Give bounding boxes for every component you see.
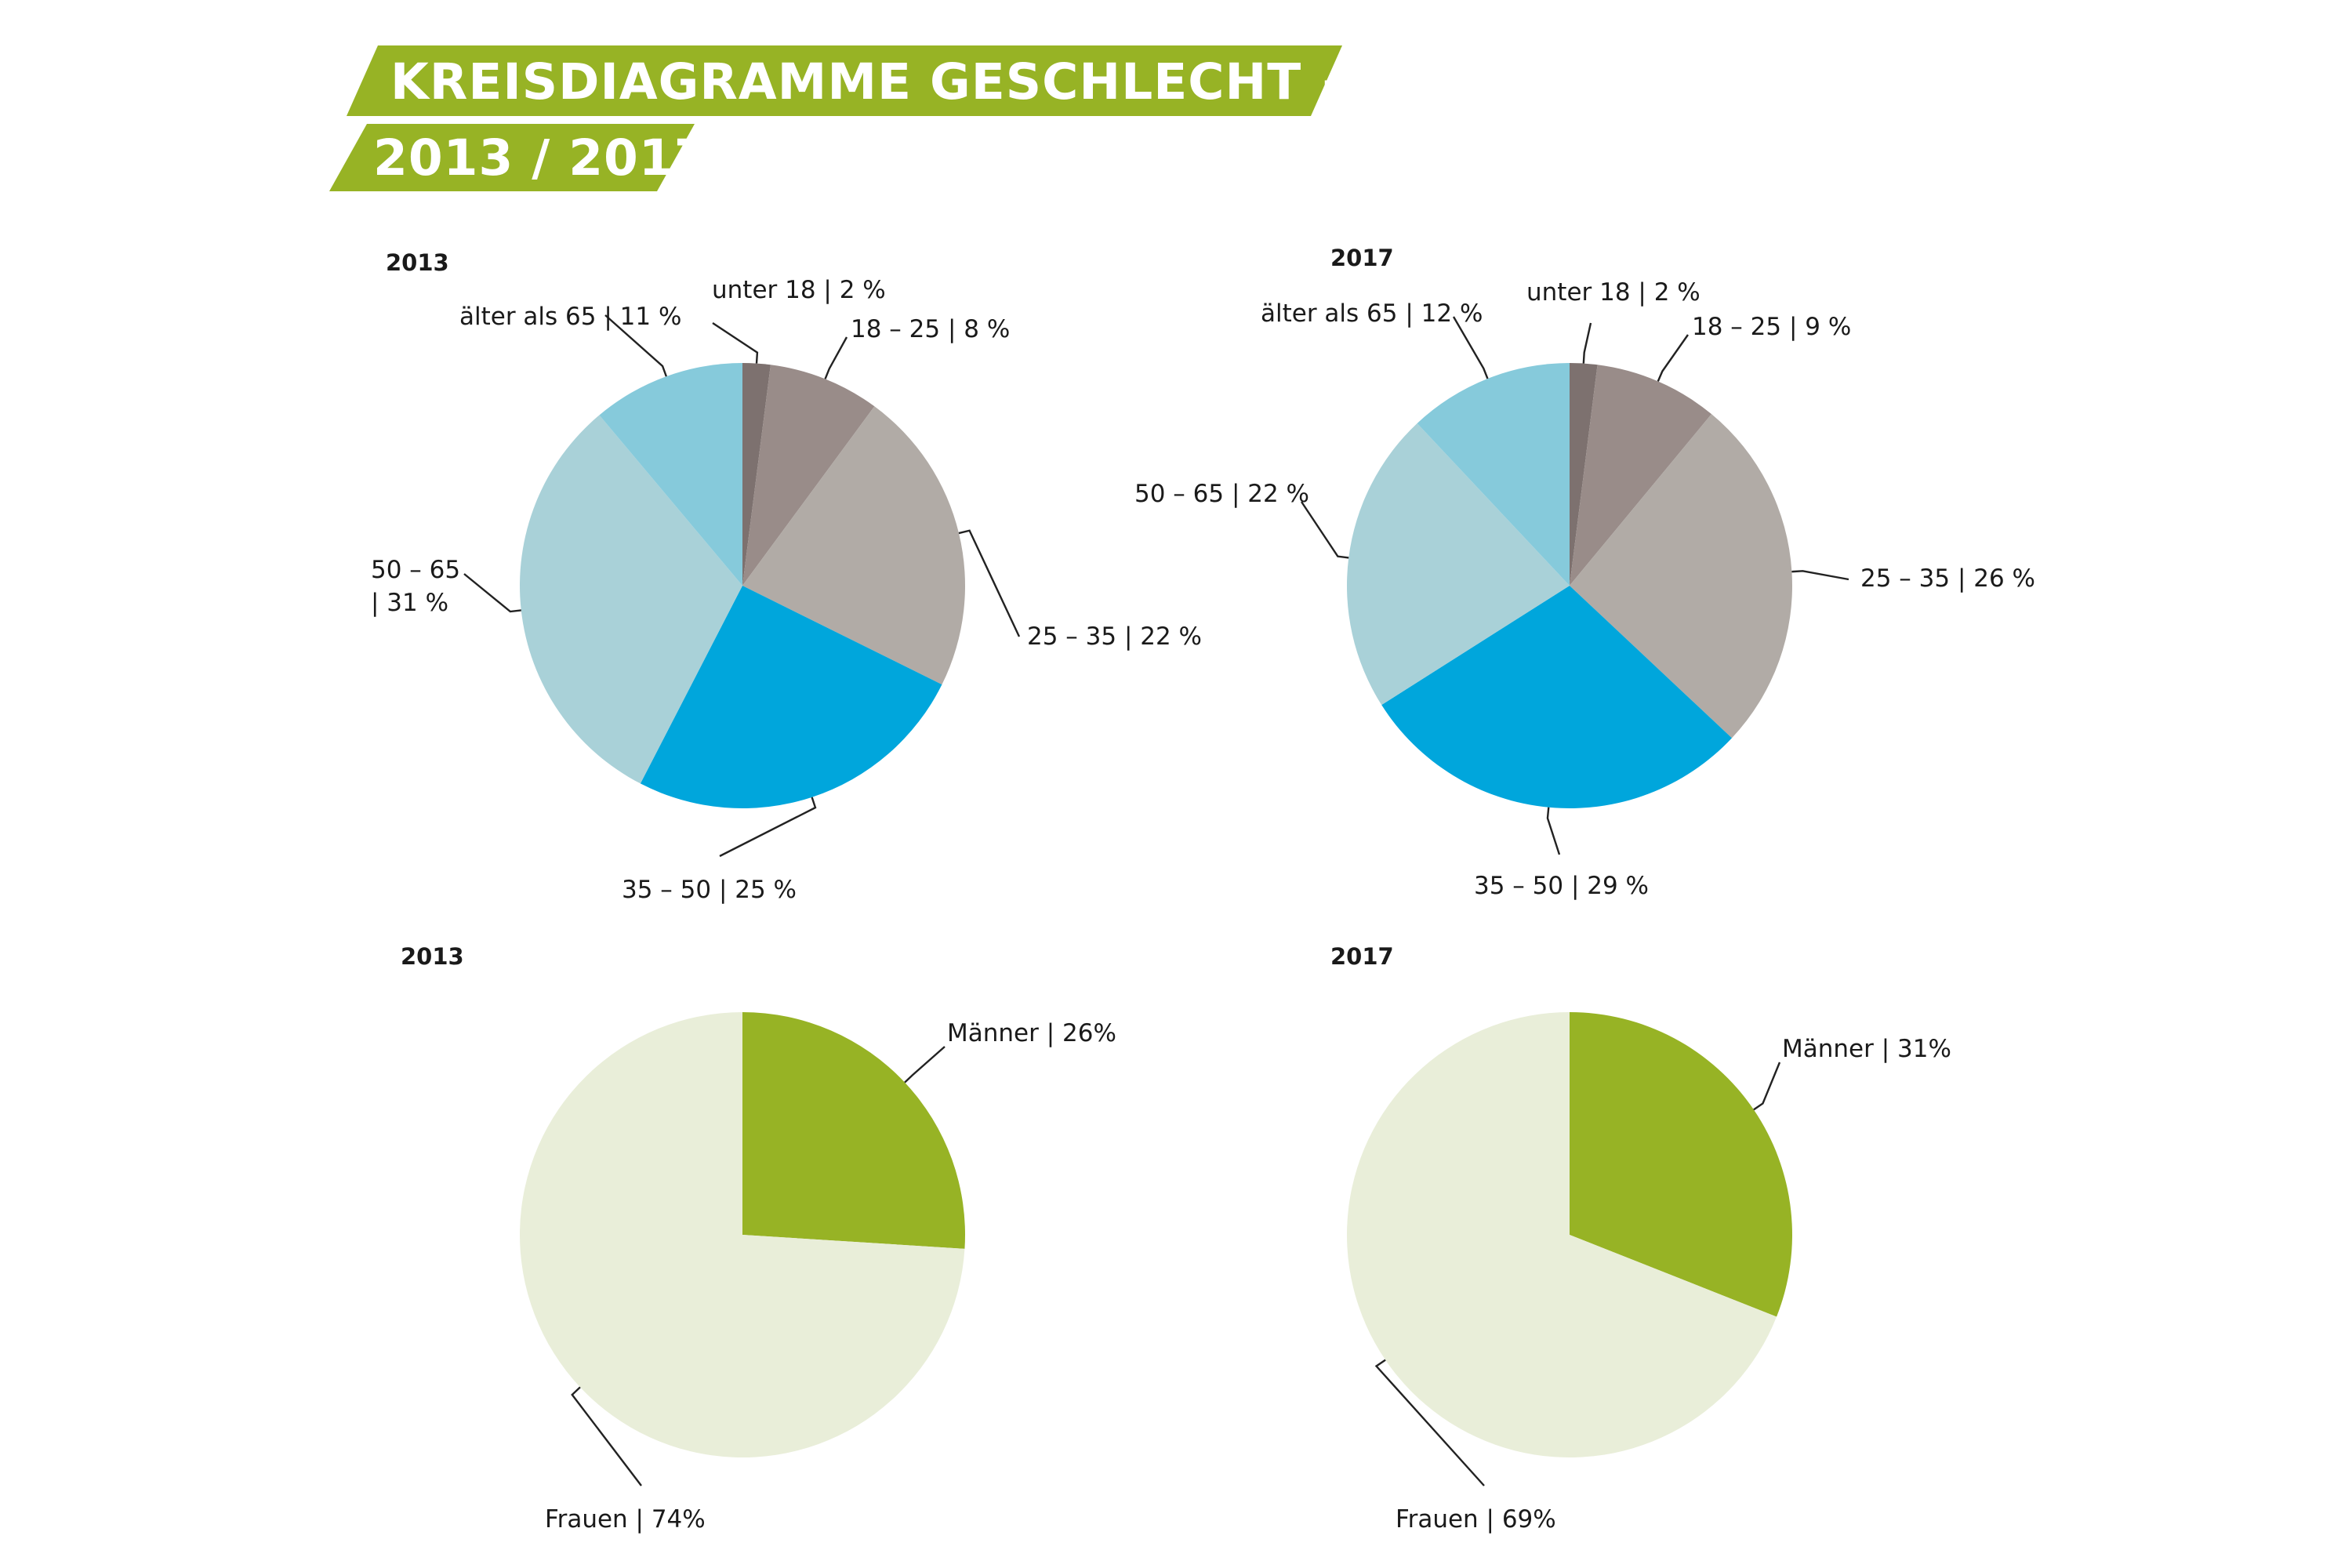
pie-slice [742, 365, 875, 586]
page-subtitle: 2013 / 2017 [373, 129, 710, 187]
slice-label: Frauen | 74% [545, 1505, 706, 1534]
pie-slice [1381, 586, 1733, 809]
label-leader-line [1791, 570, 1849, 581]
slice-label: 50 – 65 | 22 % [1134, 480, 1309, 508]
pie-slice [742, 406, 965, 685]
label-leader-line [1301, 501, 1349, 559]
slice-label: 50 – 65 | 31 % [371, 556, 460, 617]
pie-chart-1: 2013 unter 18 | 2 % 18 – 25 | 8 % 25 – 35 |… [371, 249, 1202, 904]
slice-label: Männer | 31% [1782, 1035, 1951, 1063]
label-leader-line [1452, 316, 1489, 379]
pie-slice [519, 1012, 965, 1457]
pie-chart-2: 2017 unter 18 | 2 % 18 – 25 | 9 % 25 – 35 |… [1134, 245, 2035, 900]
pie-slice [1570, 414, 1792, 739]
label-leader-line [712, 321, 759, 364]
slice-label: unter 18 | 2 % [712, 276, 886, 304]
slice-label: Männer | 26% [947, 1019, 1116, 1047]
pie-slice [1417, 363, 1570, 586]
slice-label: älter als 65 | 11 % [459, 303, 681, 331]
slice-label: 35 – 50 | 25 % [622, 876, 797, 904]
pie-slice [742, 1012, 965, 1249]
title-band [347, 45, 1342, 116]
slice-label: 25 – 35 | 26 % [1860, 564, 2035, 593]
slice-label: 25 – 35 | 22 % [1027, 622, 1202, 651]
pie-slice [519, 415, 742, 784]
pie-chart-4: 2017 Männer | 31% Frauen | 69% [1330, 943, 1951, 1534]
slice-label: älter als 65 | 12 % [1261, 299, 1483, 328]
slice-label: 18 – 25 | 9 % [1692, 313, 1851, 341]
label-leader-line [904, 1046, 946, 1083]
slice-label: Frauen | 69% [1396, 1505, 1556, 1534]
label-leader-line [1374, 1359, 1485, 1486]
label-leader-line [958, 529, 1021, 637]
label-leader-line [1582, 322, 1592, 364]
chart-year-label: 2013 [401, 943, 464, 970]
title-banner: KREISDIAGRAMME GESCHLECHT + ALTER 2013 /… [329, 45, 1551, 191]
slice-label: unter 18 | 2 % [1526, 278, 1700, 307]
pie-slice [599, 363, 742, 586]
label-leader-line [571, 1386, 642, 1486]
pie-slice [1570, 363, 1598, 586]
pie-slice [742, 363, 771, 586]
chart-year-label: 2017 [1330, 943, 1394, 970]
label-leader-line [1753, 1062, 1781, 1111]
pie-chart-3: 2013 Männer | 26% Frauen | 74% [401, 943, 1116, 1534]
pie-slice [1570, 1012, 1793, 1317]
subtitle-band [329, 124, 695, 191]
chart-year-label: 2013 [386, 249, 449, 276]
label-leader-line [824, 336, 848, 379]
pie-slice [1347, 1012, 1777, 1457]
label-leader-line [719, 797, 817, 858]
pie-slice [640, 586, 942, 808]
chart-year-label: 2017 [1330, 245, 1394, 271]
slice-label: 18 – 25 | 8 % [851, 315, 1010, 343]
label-leader-line [463, 573, 521, 613]
label-leader-line [1657, 334, 1689, 382]
pie-slice [1570, 365, 1712, 586]
slice-label: 35 – 50 | 29 % [1474, 872, 1649, 900]
label-leader-line [604, 314, 667, 377]
label-leader-line [1546, 807, 1561, 855]
page-title: KREISDIAGRAMME GESCHLECHT + ALTER [390, 53, 1551, 111]
pie-slice [1347, 423, 1570, 706]
